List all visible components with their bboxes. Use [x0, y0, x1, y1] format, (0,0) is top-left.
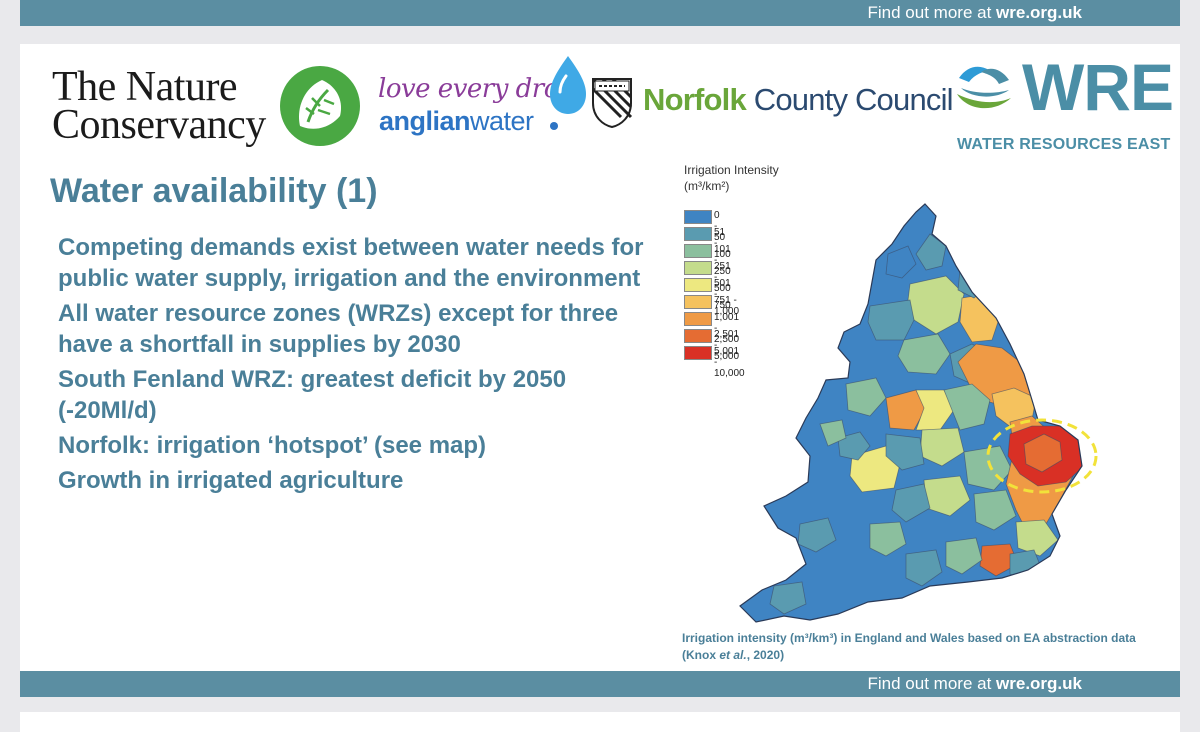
legend-label: 751 - 1,000: [714, 295, 740, 317]
footer-link[interactable]: wre.org.uk: [996, 674, 1082, 693]
legend-swatch: [684, 278, 712, 292]
norfolk-county-council-name: Norfolk County Council: [643, 82, 954, 118]
bullet-item: South Fenland WRZ: greatest deficit by 2…: [58, 366, 567, 424]
slide-footer: Find out more at wre.org.uk: [20, 671, 1180, 697]
legend-swatch: [684, 312, 712, 326]
next-slide-card: [20, 712, 1180, 732]
legend-swatch: [684, 261, 712, 275]
wre-logo-text: WRE: [1022, 50, 1174, 124]
footer-link[interactable]: wre.org.uk: [996, 3, 1082, 22]
ncc-name-b: County Council: [753, 82, 954, 117]
footer-prefix: Find out more at: [867, 674, 992, 693]
bullet-list: Competing demands exist between water ne…: [58, 232, 658, 500]
legend-swatch: [684, 244, 712, 258]
norfolk-highlight-ellipse: [986, 418, 1098, 494]
map-caption: Irrigation intensity (m³/km³) in England…: [682, 630, 1162, 664]
slide: The Nature Conservancy love every drop a…: [20, 44, 1180, 697]
bullet-item: Competing demands exist between water ne…: [58, 234, 644, 292]
england-wales-irrigation-map: [739, 203, 1098, 623]
aw-name-a: anglian: [379, 106, 471, 136]
legend-title: Irrigation Intensity (m³/km²): [684, 162, 779, 194]
legend-label: 101 - 250: [714, 244, 731, 277]
legend-swatch: [684, 346, 712, 360]
footer-text: Find out more at wre.org.uk: [868, 674, 1082, 694]
tnc-line2: Conservancy: [52, 102, 266, 148]
caption-c: , 2020): [746, 648, 785, 662]
legend-swatch: [684, 210, 712, 224]
caption-a: Irrigation intensity (m³/km³) in England…: [682, 631, 1136, 662]
legend-swatch: [684, 295, 712, 309]
norfolk-crest-icon: [591, 77, 633, 129]
legend-swatch: [684, 227, 712, 241]
legend-label: 2,501 - 5,000: [714, 329, 740, 362]
bullet-item: Norfolk: irrigation ‘hotspot’ (see map): [58, 432, 487, 459]
ncc-name-a: Norfolk: [643, 82, 747, 117]
legend-title-line1: Irrigation Intensity: [684, 163, 779, 177]
slide-title: Water availability (1): [50, 172, 378, 210]
anglian-water-name: anglianwater: [379, 106, 534, 137]
legend-label: 501 - 750: [714, 278, 731, 311]
legend-title-line2: (m³/km²): [684, 179, 730, 193]
legend-label: 0 - 50: [714, 210, 726, 243]
legend-label: 5,001 - 10,000: [714, 346, 745, 379]
bullet-item: All water resource zones (WRZs) except f…: [58, 300, 619, 358]
oak-leaf-logo-icon: [280, 66, 360, 146]
legend-swatch: [684, 329, 712, 343]
footer-text: Find out more at wre.org.uk: [868, 3, 1082, 23]
wre-subtitle: WATER RESOURCES EAST: [957, 136, 1171, 153]
wre-hands-icon: [956, 60, 1012, 116]
bullet-item: Growth in irrigated agriculture: [58, 467, 404, 494]
previous-slide-footer: Find out more at wre.org.uk: [20, 0, 1180, 26]
caption-b: et al.: [719, 648, 747, 662]
aw-name-b: water: [470, 106, 534, 136]
water-drop-icon: [550, 56, 586, 130]
nature-conservancy-logo-text: The Nature Conservancy: [52, 66, 266, 148]
footer-prefix: Find out more at: [867, 3, 992, 22]
legend-label: 251 - 500: [714, 261, 731, 294]
legend-label: 1,001 - 2,500: [714, 312, 740, 345]
legend-label: 51 - 100: [714, 227, 731, 260]
anglian-water-tagline: love every drop: [378, 74, 576, 104]
tnc-line1: The Nature: [52, 64, 238, 110]
